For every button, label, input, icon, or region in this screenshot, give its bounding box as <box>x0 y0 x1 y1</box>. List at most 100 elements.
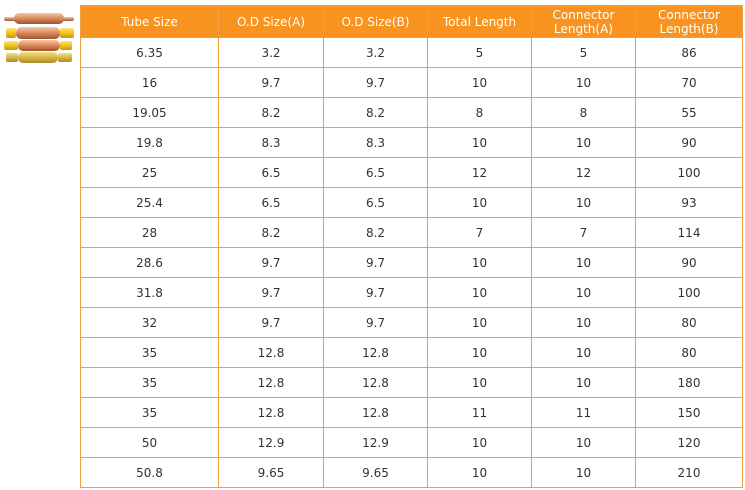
cell-total-length: 10 <box>427 187 532 218</box>
header-total-length: Total Length <box>427 5 532 38</box>
cell-tube-size: 25 <box>80 157 219 188</box>
cell-od-size-a: 12.9 <box>218 427 324 458</box>
cell-total-length: 11 <box>427 397 532 428</box>
table-row: 19.05 8.2 8.2 8 8 55 <box>80 97 743 128</box>
cell-connector-length-a: 10 <box>531 247 636 278</box>
cell-total-length: 5 <box>427 37 532 68</box>
cell-total-length: 12 <box>427 157 532 188</box>
table-row: 31.8 9.7 9.7 10 10 100 <box>80 277 743 308</box>
cell-od-size-b: 8.3 <box>323 127 428 158</box>
cell-od-size-b: 8.2 <box>323 217 428 248</box>
cell-tube-size: 16 <box>80 67 219 98</box>
header-tube-size: Tube Size <box>80 5 219 38</box>
cell-tube-size: 32 <box>80 307 219 338</box>
cell-total-length: 10 <box>427 67 532 98</box>
cell-connector-length-b: 180 <box>635 367 743 398</box>
cell-connector-length-a: 10 <box>531 67 636 98</box>
table-row: 35 12.8 12.8 11 11 150 <box>80 397 743 428</box>
cell-tube-size: 31.8 <box>80 277 219 308</box>
cell-connector-length-b: 80 <box>635 307 743 338</box>
cell-connector-length-b: 55 <box>635 97 743 128</box>
table-row: 50 12.9 12.9 10 10 120 <box>80 427 743 458</box>
cell-tube-size: 19.8 <box>80 127 219 158</box>
cell-connector-length-b: 114 <box>635 217 743 248</box>
cell-total-length: 10 <box>427 337 532 368</box>
cell-od-size-b: 12.8 <box>323 397 428 428</box>
cell-connector-length-a: 10 <box>531 277 636 308</box>
cell-od-size-b: 9.7 <box>323 247 428 278</box>
table-row: 25.4 6.5 6.5 10 10 93 <box>80 187 743 218</box>
cell-total-length: 10 <box>427 247 532 278</box>
cell-connector-length-b: 90 <box>635 247 743 278</box>
cell-od-size-a: 12.8 <box>218 397 324 428</box>
table-row: 28 8.2 8.2 7 7 114 <box>80 217 743 248</box>
cell-tube-size: 50 <box>80 427 219 458</box>
cell-connector-length-a: 5 <box>531 37 636 68</box>
cell-connector-length-b: 90 <box>635 127 743 158</box>
cell-connector-length-a: 11 <box>531 397 636 428</box>
cell-od-size-b: 6.5 <box>323 187 428 218</box>
cell-total-length: 10 <box>427 277 532 308</box>
header-connector-length-a: Connector Length(A) <box>531 5 636 38</box>
cell-tube-size: 6.35 <box>80 37 219 68</box>
cell-total-length: 7 <box>427 217 532 248</box>
cell-od-size-a: 8.2 <box>218 97 324 128</box>
cell-total-length: 10 <box>427 127 532 158</box>
cell-connector-length-a: 10 <box>531 367 636 398</box>
cell-od-size-a: 9.7 <box>218 277 324 308</box>
cell-connector-length-b: 100 <box>635 277 743 308</box>
cell-od-size-b: 12.8 <box>323 367 428 398</box>
cell-od-size-b: 9.7 <box>323 67 428 98</box>
cell-connector-length-a: 10 <box>531 307 636 338</box>
table-header-row: Tube Size O.D Size(A) O.D Size(B) Total … <box>80 5 743 38</box>
cell-od-size-b: 3.2 <box>323 37 428 68</box>
cell-od-size-b: 12.8 <box>323 337 428 368</box>
cell-connector-length-a: 12 <box>531 157 636 188</box>
cell-tube-size: 28.6 <box>80 247 219 278</box>
header-od-size-a: O.D Size(A) <box>218 5 324 38</box>
cell-connector-length-a: 7 <box>531 217 636 248</box>
cell-od-size-a: 9.7 <box>218 67 324 98</box>
cell-connector-length-b: 120 <box>635 427 743 458</box>
cell-connector-length-a: 10 <box>531 127 636 158</box>
cell-od-size-a: 8.2 <box>218 217 324 248</box>
tube-spec-table: Tube Size O.D Size(A) O.D Size(B) Total … <box>80 5 743 488</box>
cell-tube-size: 25.4 <box>80 187 219 218</box>
cell-tube-size: 19.05 <box>80 97 219 128</box>
cell-od-size-a: 8.3 <box>218 127 324 158</box>
cell-od-size-a: 6.5 <box>218 187 324 218</box>
cell-od-size-b: 9.7 <box>323 307 428 338</box>
cell-total-length: 8 <box>427 97 532 128</box>
cell-connector-length-a: 8 <box>531 97 636 128</box>
cell-connector-length-b: 150 <box>635 397 743 428</box>
table-row: 16 9.7 9.7 10 10 70 <box>80 67 743 98</box>
table-row: 19.8 8.3 8.3 10 10 90 <box>80 127 743 158</box>
table-row: 35 12.8 12.8 10 10 180 <box>80 367 743 398</box>
cell-tube-size: 35 <box>80 397 219 428</box>
cell-tube-size: 35 <box>80 367 219 398</box>
cell-connector-length-b: 100 <box>635 157 743 188</box>
cell-od-size-a: 6.5 <box>218 157 324 188</box>
cell-od-size-b: 9.65 <box>323 457 428 488</box>
cell-total-length: 10 <box>427 367 532 398</box>
cell-connector-length-a: 10 <box>531 427 636 458</box>
cell-connector-length-a: 10 <box>531 187 636 218</box>
table-row: 35 12.8 12.8 10 10 80 <box>80 337 743 368</box>
table-row: 25 6.5 6.5 12 12 100 <box>80 157 743 188</box>
header-connector-length-b: Connector Length(B) <box>635 5 743 38</box>
cell-connector-length-b: 93 <box>635 187 743 218</box>
cell-total-length: 10 <box>427 457 532 488</box>
cell-od-size-a: 3.2 <box>218 37 324 68</box>
cell-tube-size: 28 <box>80 217 219 248</box>
cell-total-length: 10 <box>427 427 532 458</box>
copper-tube-product-icon <box>2 8 78 66</box>
cell-od-size-b: 6.5 <box>323 157 428 188</box>
cell-od-size-b: 8.2 <box>323 97 428 128</box>
cell-connector-length-b: 210 <box>635 457 743 488</box>
cell-connector-length-a: 10 <box>531 337 636 368</box>
cell-od-size-a: 12.8 <box>218 367 324 398</box>
table-row: 28.6 9.7 9.7 10 10 90 <box>80 247 743 278</box>
cell-tube-size: 50.8 <box>80 457 219 488</box>
cell-od-size-b: 9.7 <box>323 277 428 308</box>
table-row: 6.35 3.2 3.2 5 5 86 <box>80 37 743 68</box>
